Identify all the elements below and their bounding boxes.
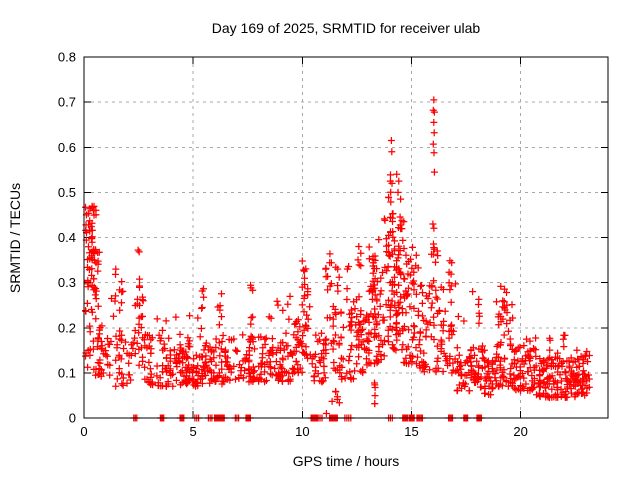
scatter-plus-markers: [82, 96, 593, 422]
chart-title: Day 169 of 2025, SRMTID for receiver ula…: [212, 20, 481, 36]
y-tick-label: 0.6: [58, 140, 76, 155]
x-tick-label: 0: [80, 424, 87, 439]
x-tick-label: 15: [404, 424, 418, 439]
x-tick-label: 5: [190, 424, 197, 439]
tick-labels: 0 5 10 15 20 0 0.1 0.2 0.3 0.4 0.5 0.6 0.7 0.8: [58, 50, 528, 440]
y-tick-label: 0.2: [58, 320, 76, 335]
y-tick-label: 0.4: [58, 230, 76, 245]
y-tick-label: 0.3: [58, 275, 76, 290]
x-tick-label: 20: [513, 424, 527, 439]
x-axis-label: GPS time / hours: [293, 453, 400, 469]
y-tick-label: 0.1: [58, 365, 76, 380]
x-tick-label: 10: [295, 424, 309, 439]
y-tick-label: 0.7: [58, 95, 76, 110]
y-axis-label: SRMTID / TECUs: [7, 183, 23, 293]
y-tick-label: 0.5: [58, 185, 76, 200]
y-tick-label: 0: [69, 411, 76, 426]
plot-border: [83, 56, 609, 419]
data-points: [82, 96, 593, 422]
y-tick-label: 0.8: [58, 50, 76, 65]
